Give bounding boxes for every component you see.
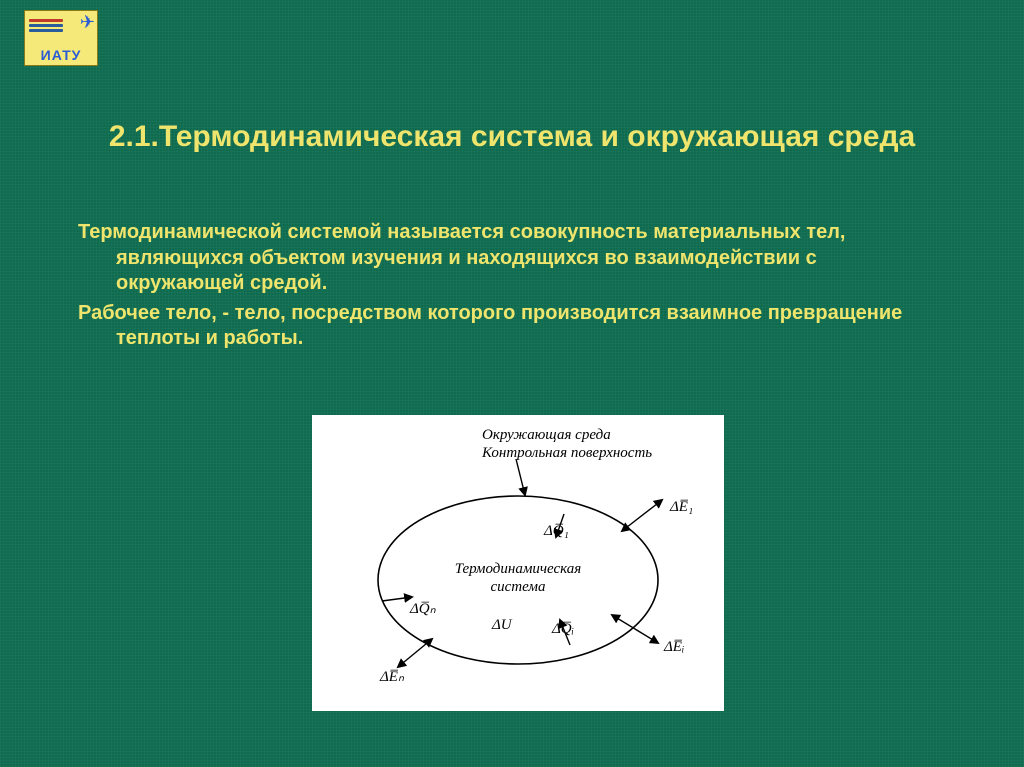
plane-icon: ✈: [80, 13, 95, 31]
label-env: Окружающая среда: [482, 427, 611, 443]
thermo-diagram: Окружающая среда Контрольная поверхность Т…: [312, 415, 724, 711]
label-sys2: система: [490, 579, 545, 595]
label-group: Окружающая среда Контрольная поверхность Т…: [379, 427, 693, 685]
dQn-arrow: [382, 597, 412, 601]
label-dE1: ΔE̅₁: [669, 499, 693, 515]
paragraph-1: Термодинамической системой называется со…: [78, 220, 946, 297]
label-dU: ΔU: [491, 617, 513, 633]
dEn-arrow: [398, 639, 432, 667]
logo-stripes: [29, 17, 63, 34]
paragraph-2: Рабочее тело, - тело, посредством которо…: [78, 301, 946, 352]
logo-text: ИАТУ: [25, 47, 97, 63]
label-surface: Контрольная поверхность: [481, 445, 652, 461]
to-surface: [516, 459, 525, 495]
label-sys1: Термодинамическая: [455, 561, 582, 577]
logo: ✈ ИАТУ: [24, 10, 98, 66]
label-dQi: ΔQ̅ᵢ: [551, 621, 574, 637]
label-dEi: ΔE̅ᵢ: [663, 639, 684, 655]
dE1-arrow: [622, 500, 662, 531]
label-dQ1: ΔQ̅₁: [543, 523, 569, 539]
label-dEn: ΔE̅ₙ: [379, 669, 405, 685]
body-text: Термодинамической системой называется со…: [78, 220, 946, 356]
label-dQn: ΔQ̅ₙ: [409, 601, 437, 617]
page-title: 2.1.Термодинамическая система и окружающ…: [0, 118, 1024, 156]
